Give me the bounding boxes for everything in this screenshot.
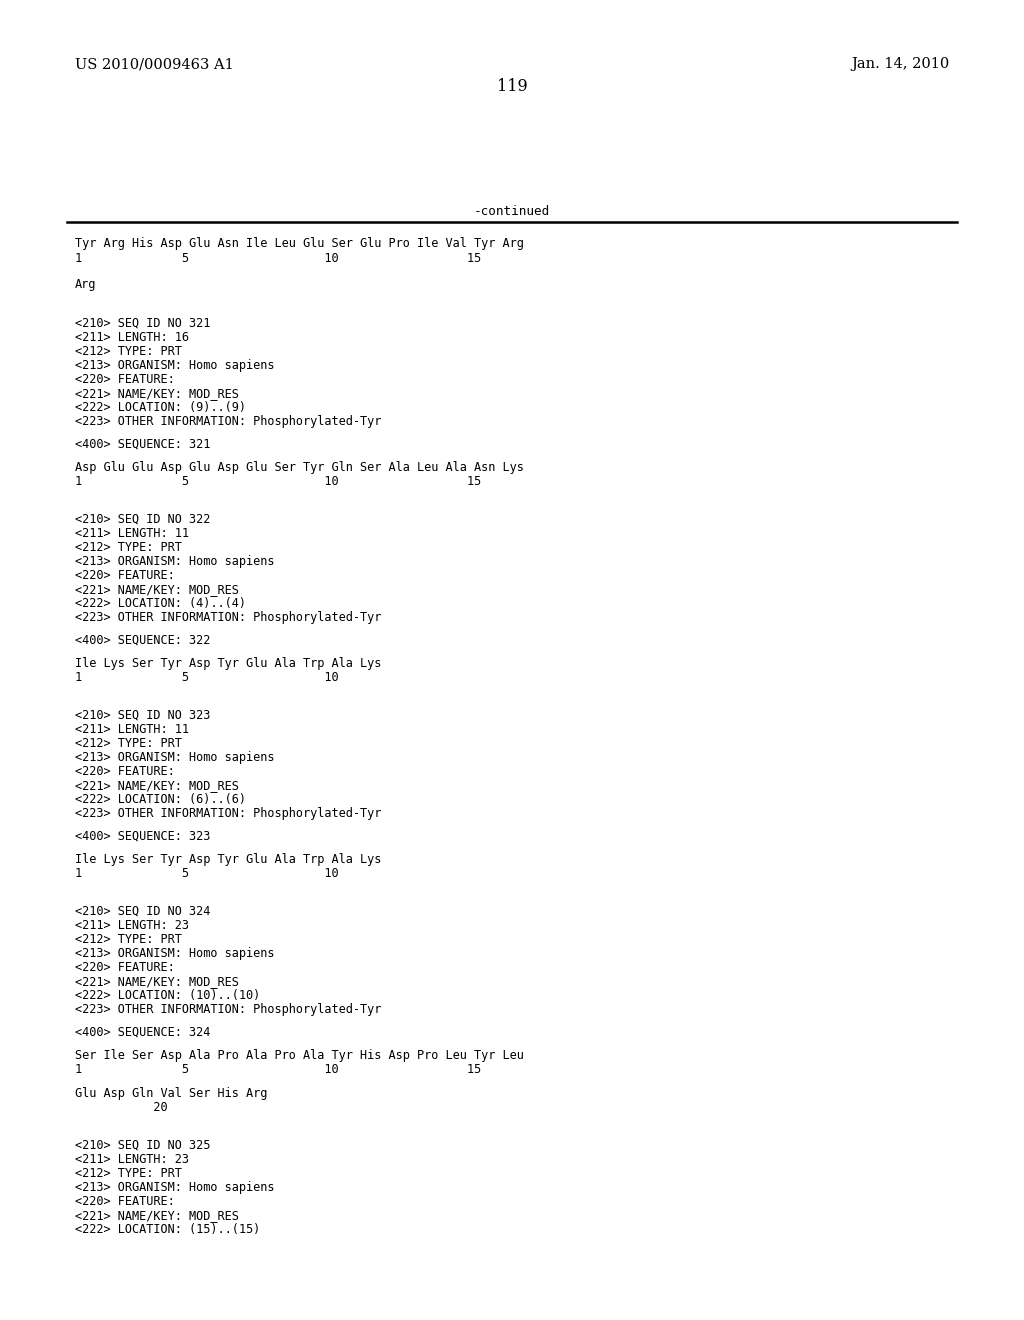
Text: 1              5                   10                  15: 1 5 10 15	[75, 1063, 481, 1076]
Text: <210> SEQ ID NO 322: <210> SEQ ID NO 322	[75, 513, 210, 525]
Text: <223> OTHER INFORMATION: Phosphorylated-Tyr: <223> OTHER INFORMATION: Phosphorylated-…	[75, 1003, 381, 1016]
Text: <220> FEATURE:: <220> FEATURE:	[75, 766, 175, 777]
Text: 1              5                   10                  15: 1 5 10 15	[75, 252, 481, 265]
Text: <220> FEATURE:: <220> FEATURE:	[75, 1195, 175, 1208]
Text: Ile Lys Ser Tyr Asp Tyr Glu Ala Trp Ala Lys: Ile Lys Ser Tyr Asp Tyr Glu Ala Trp Ala …	[75, 853, 381, 866]
Text: <212> TYPE: PRT: <212> TYPE: PRT	[75, 737, 182, 750]
Text: Tyr Arg His Asp Glu Asn Ile Leu Glu Ser Glu Pro Ile Val Tyr Arg: Tyr Arg His Asp Glu Asn Ile Leu Glu Ser …	[75, 238, 524, 249]
Text: <223> OTHER INFORMATION: Phosphorylated-Tyr: <223> OTHER INFORMATION: Phosphorylated-…	[75, 611, 381, 624]
Text: 1              5                   10: 1 5 10	[75, 671, 339, 684]
Text: 1              5                   10: 1 5 10	[75, 867, 339, 880]
Text: <210> SEQ ID NO 323: <210> SEQ ID NO 323	[75, 709, 210, 722]
Text: <211> LENGTH: 23: <211> LENGTH: 23	[75, 1152, 189, 1166]
Text: 20: 20	[75, 1101, 168, 1114]
Text: <211> LENGTH: 11: <211> LENGTH: 11	[75, 723, 189, 737]
Text: <210> SEQ ID NO 324: <210> SEQ ID NO 324	[75, 906, 210, 917]
Text: <221> NAME/KEY: MOD_RES: <221> NAME/KEY: MOD_RES	[75, 975, 239, 987]
Text: Jan. 14, 2010: Jan. 14, 2010	[851, 57, 949, 71]
Text: <222> LOCATION: (10)..(10): <222> LOCATION: (10)..(10)	[75, 989, 260, 1002]
Text: 119: 119	[497, 78, 527, 95]
Text: <213> ORGANISM: Homo sapiens: <213> ORGANISM: Homo sapiens	[75, 751, 274, 764]
Text: US 2010/0009463 A1: US 2010/0009463 A1	[75, 57, 233, 71]
Text: <220> FEATURE:: <220> FEATURE:	[75, 569, 175, 582]
Text: <212> TYPE: PRT: <212> TYPE: PRT	[75, 345, 182, 358]
Text: <221> NAME/KEY: MOD_RES: <221> NAME/KEY: MOD_RES	[75, 1209, 239, 1222]
Text: Ser Ile Ser Asp Ala Pro Ala Pro Ala Tyr His Asp Pro Leu Tyr Leu: Ser Ile Ser Asp Ala Pro Ala Pro Ala Tyr …	[75, 1049, 524, 1063]
Text: <211> LENGTH: 16: <211> LENGTH: 16	[75, 331, 189, 345]
Text: <211> LENGTH: 11: <211> LENGTH: 11	[75, 527, 189, 540]
Text: <223> OTHER INFORMATION: Phosphorylated-Tyr: <223> OTHER INFORMATION: Phosphorylated-…	[75, 414, 381, 428]
Text: <222> LOCATION: (15)..(15): <222> LOCATION: (15)..(15)	[75, 1224, 260, 1236]
Text: <213> ORGANISM: Homo sapiens: <213> ORGANISM: Homo sapiens	[75, 359, 274, 372]
Text: <220> FEATURE:: <220> FEATURE:	[75, 374, 175, 385]
Text: <222> LOCATION: (9)..(9): <222> LOCATION: (9)..(9)	[75, 401, 246, 414]
Text: Glu Asp Gln Val Ser His Arg: Glu Asp Gln Val Ser His Arg	[75, 1086, 267, 1100]
Text: <212> TYPE: PRT: <212> TYPE: PRT	[75, 1167, 182, 1180]
Text: <221> NAME/KEY: MOD_RES: <221> NAME/KEY: MOD_RES	[75, 779, 239, 792]
Text: <211> LENGTH: 23: <211> LENGTH: 23	[75, 919, 189, 932]
Text: <210> SEQ ID NO 321: <210> SEQ ID NO 321	[75, 317, 210, 330]
Text: <220> FEATURE:: <220> FEATURE:	[75, 961, 175, 974]
Text: -continued: -continued	[474, 205, 550, 218]
Text: <212> TYPE: PRT: <212> TYPE: PRT	[75, 541, 182, 554]
Text: <213> ORGANISM: Homo sapiens: <213> ORGANISM: Homo sapiens	[75, 946, 274, 960]
Text: <221> NAME/KEY: MOD_RES: <221> NAME/KEY: MOD_RES	[75, 387, 239, 400]
Text: <213> ORGANISM: Homo sapiens: <213> ORGANISM: Homo sapiens	[75, 1181, 274, 1195]
Text: <400> SEQUENCE: 321: <400> SEQUENCE: 321	[75, 438, 210, 451]
Text: Ile Lys Ser Tyr Asp Tyr Glu Ala Trp Ala Lys: Ile Lys Ser Tyr Asp Tyr Glu Ala Trp Ala …	[75, 657, 381, 671]
Text: 1              5                   10                  15: 1 5 10 15	[75, 475, 481, 488]
Text: Asp Glu Glu Asp Glu Asp Glu Ser Tyr Gln Ser Ala Leu Ala Asn Lys: Asp Glu Glu Asp Glu Asp Glu Ser Tyr Gln …	[75, 461, 524, 474]
Text: <400> SEQUENCE: 324: <400> SEQUENCE: 324	[75, 1026, 210, 1039]
Text: <213> ORGANISM: Homo sapiens: <213> ORGANISM: Homo sapiens	[75, 554, 274, 568]
Text: <222> LOCATION: (6)..(6): <222> LOCATION: (6)..(6)	[75, 793, 246, 807]
Text: <400> SEQUENCE: 323: <400> SEQUENCE: 323	[75, 830, 210, 843]
Text: <400> SEQUENCE: 322: <400> SEQUENCE: 322	[75, 634, 210, 647]
Text: Arg: Arg	[75, 279, 96, 290]
Text: <212> TYPE: PRT: <212> TYPE: PRT	[75, 933, 182, 946]
Text: <222> LOCATION: (4)..(4): <222> LOCATION: (4)..(4)	[75, 597, 246, 610]
Text: <221> NAME/KEY: MOD_RES: <221> NAME/KEY: MOD_RES	[75, 583, 239, 597]
Text: <210> SEQ ID NO 325: <210> SEQ ID NO 325	[75, 1139, 210, 1152]
Text: <223> OTHER INFORMATION: Phosphorylated-Tyr: <223> OTHER INFORMATION: Phosphorylated-…	[75, 807, 381, 820]
